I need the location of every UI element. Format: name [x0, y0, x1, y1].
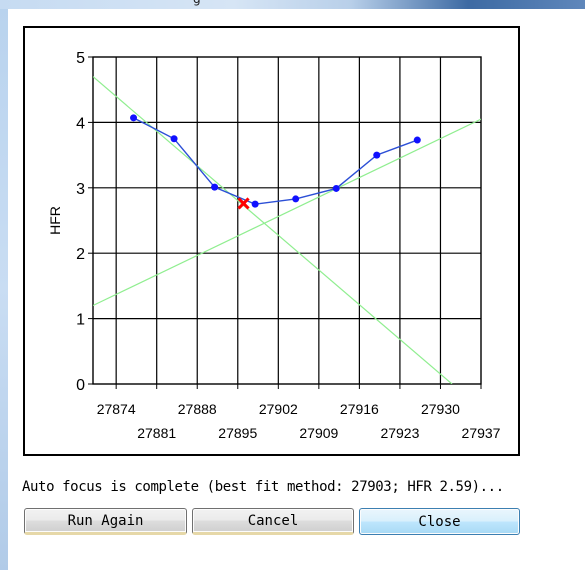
- y-tick-label: 2: [76, 246, 85, 263]
- y-axis-label: HFR: [47, 206, 63, 235]
- x-tick-label: 27923: [380, 425, 419, 441]
- x-tick-label: 27895: [218, 425, 257, 441]
- close-label: Close: [418, 513, 461, 530]
- data-point: [251, 200, 259, 208]
- cancel-button[interactable]: Cancel: [192, 508, 354, 535]
- data-point: [292, 195, 300, 203]
- cancel-label: Cancel: [247, 512, 299, 529]
- run-again-label: Run Again: [67, 512, 144, 529]
- measured-series-line: [133, 117, 418, 205]
- y-tick-label: 4: [76, 115, 85, 132]
- best-fit-marker: [237, 197, 250, 210]
- x-tick-label: 27937: [462, 425, 501, 441]
- window-title-bar: g: [0, 0, 585, 9]
- status-message: Auto focus is complete (best fit method:…: [22, 479, 504, 495]
- hfr-chart: 0 1 2 3 4 5 2787427881278882789527902279092791…: [47, 50, 501, 441]
- y-tick-label: 1: [76, 312, 85, 329]
- y-tick-label: 0: [76, 377, 85, 394]
- data-point: [413, 136, 421, 144]
- fit-line-right: [93, 118, 481, 307]
- window-frame-left: [0, 9, 8, 570]
- data-point: [211, 183, 219, 191]
- close-button[interactable]: Close: [359, 508, 520, 535]
- x-tick-label: 27902: [259, 401, 298, 417]
- x-tick-label: 27909: [299, 425, 338, 441]
- x-tick-label: 27916: [340, 401, 379, 417]
- run-again-button[interactable]: Run Again: [24, 508, 187, 535]
- best-fit-marker-stroke: [237, 197, 250, 210]
- x-tick-label: 27888: [178, 401, 217, 417]
- x-tick-label: 27874: [97, 401, 136, 417]
- x-tick-label: 27881: [137, 425, 176, 441]
- data-point: [130, 114, 138, 122]
- window-title: g: [193, 0, 201, 6]
- data-point: [332, 184, 340, 192]
- data-point: [170, 135, 178, 143]
- y-tick-label: 5: [76, 50, 85, 67]
- data-point: [373, 151, 381, 159]
- plot-frame: [92, 56, 482, 385]
- hfr-chart-panel: 0 1 2 3 4 5 27874 27881 27888 27895 27902 27909 2791…: [23, 26, 520, 456]
- y-tick-label: 3: [76, 181, 85, 198]
- x-tick-label: 27930: [421, 401, 460, 417]
